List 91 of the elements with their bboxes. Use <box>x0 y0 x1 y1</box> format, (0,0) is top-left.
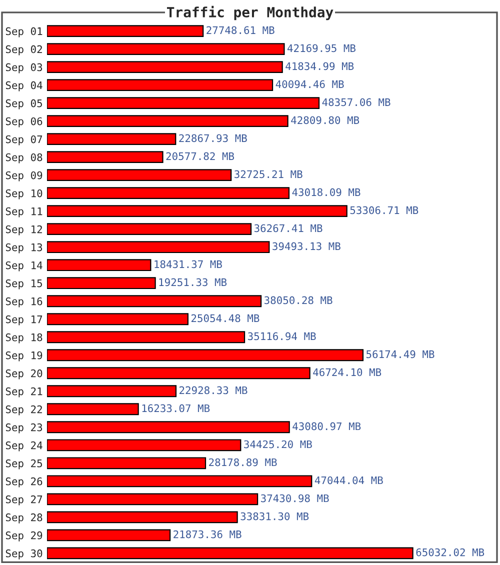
y-tick-label: Sep 16 <box>6 297 42 308</box>
data-label: 53306.71 MB <box>350 206 418 214</box>
data-label: 27748.61 MB <box>206 26 274 34</box>
data-label: 40094.46 MB <box>276 80 344 88</box>
bar <box>47 277 156 290</box>
bar <box>47 475 312 488</box>
bar <box>47 97 320 110</box>
bar <box>47 511 238 524</box>
y-tick-label: Sep 20 <box>6 369 42 380</box>
data-label: 35116.94 MB <box>248 332 316 340</box>
y-tick-label: Sep 30 <box>6 549 42 560</box>
data-label: 20577.82 MB <box>166 152 234 160</box>
data-label: 48357.06 MB <box>322 98 390 106</box>
y-tick-label: Sep 08 <box>6 153 42 164</box>
data-label: 21873.36 MB <box>174 530 242 538</box>
bar <box>47 241 270 254</box>
bar <box>47 151 164 164</box>
bar <box>47 205 348 218</box>
data-label: 47044.04 MB <box>314 476 383 484</box>
y-tick-label: Sep 12 <box>6 225 42 236</box>
y-tick-label: Sep 03 <box>6 63 42 74</box>
bar <box>47 295 262 308</box>
y-tick-label: Sep 02 <box>6 45 42 56</box>
data-label: 43080.97 MB <box>292 422 361 430</box>
y-tick-label: Sep 24 <box>6 441 42 452</box>
y-tick-label: Sep 07 <box>6 135 42 146</box>
data-label: 16233.07 MB <box>142 404 210 412</box>
data-label: 18431.37 MB <box>154 260 222 268</box>
bar <box>47 79 274 92</box>
data-label: 32725.21 MB <box>234 170 302 178</box>
y-tick-label: Sep 11 <box>6 207 42 218</box>
y-tick-label: Sep 29 <box>6 531 42 542</box>
data-label: 46724.10 MB <box>313 368 382 376</box>
y-tick-label: Sep 17 <box>6 315 42 326</box>
y-tick-label: Sep 09 <box>6 171 42 182</box>
bar <box>47 223 252 236</box>
chart-title: Traffic per Monthday <box>166 6 334 20</box>
bar <box>47 259 152 272</box>
bar <box>47 367 310 380</box>
bar <box>47 133 176 146</box>
y-tick-label: Sep 19 <box>6 351 42 362</box>
data-label: 19251.33 MB <box>159 278 227 286</box>
y-tick-label: Sep 25 <box>6 459 42 470</box>
y-tick-label: Sep 05 <box>6 99 42 110</box>
bar <box>47 421 290 434</box>
bar <box>47 115 288 128</box>
bar <box>47 43 285 55</box>
data-label: 41834.99 MB <box>286 62 354 70</box>
data-label: 36267.41 MB <box>254 224 322 232</box>
y-tick-label: Sep 15 <box>6 279 42 290</box>
bar <box>47 61 283 74</box>
data-label: 33831.30 MB <box>240 512 309 520</box>
y-tick-label: Sep 26 <box>6 477 42 488</box>
y-tick-label: Sep 14 <box>6 261 42 272</box>
data-label: 42809.80 MB <box>291 116 360 124</box>
data-label: 39493.13 MB <box>272 242 340 250</box>
data-label: 34425.20 MB <box>244 440 312 448</box>
y-tick-label: Sep 06 <box>6 117 42 128</box>
data-label: 56174.49 MB <box>366 350 434 358</box>
bar <box>47 313 188 326</box>
data-label: 38050.28 MB <box>264 296 332 304</box>
data-label: 37430.98 MB <box>261 494 329 502</box>
bar <box>47 547 414 560</box>
data-label: 22928.33 MB <box>180 386 248 394</box>
bar <box>47 493 258 506</box>
bar <box>47 439 242 452</box>
bar <box>47 331 246 344</box>
y-tick-label: Sep 13 <box>6 243 42 254</box>
y-tick-label: Sep 23 <box>6 423 42 434</box>
bar <box>47 529 171 542</box>
data-label: 42169.95 MB <box>288 44 356 52</box>
y-tick-label: Sep 21 <box>6 387 42 398</box>
data-label: 25054.48 MB <box>191 314 260 322</box>
bar <box>47 25 204 37</box>
data-label: 28178.89 MB <box>209 458 277 466</box>
data-label: 65032.02 MB <box>416 548 484 556</box>
bar <box>47 457 206 470</box>
data-label: 43018.09 MB <box>292 188 360 196</box>
bar <box>47 349 364 362</box>
y-tick-label: Sep 18 <box>6 333 42 344</box>
y-tick-label: Sep 27 <box>6 495 42 506</box>
bar <box>47 403 139 416</box>
bar <box>47 169 232 182</box>
y-tick-label: Sep 10 <box>6 189 42 200</box>
bar <box>47 187 290 200</box>
y-tick-label: Sep 01 <box>6 27 42 38</box>
data-label: 22867.93 MB <box>179 134 247 142</box>
bar <box>47 385 177 398</box>
y-tick-label: Sep 28 <box>6 513 42 524</box>
y-tick-label: Sep 22 <box>6 405 42 416</box>
y-tick-label: Sep 04 <box>6 81 42 92</box>
